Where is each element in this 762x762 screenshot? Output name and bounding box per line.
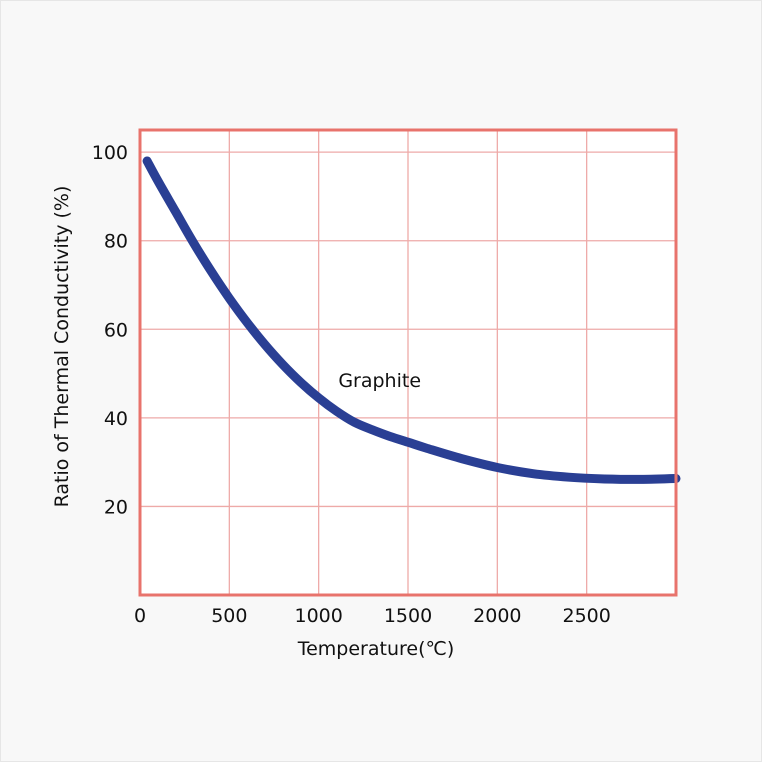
y-tick-label: 60	[104, 319, 128, 341]
y-tick-label: 100	[92, 142, 128, 164]
x-tick-label: 1500	[384, 605, 432, 627]
y-axis-label: Ratio of Thermal Conductivity (%)	[51, 186, 73, 508]
grid	[140, 130, 676, 595]
x-axis-ticks: 0 500 1000 1500 2000 2500	[134, 605, 611, 627]
y-tick-label: 80	[104, 231, 128, 253]
y-tick-label: 20	[104, 496, 128, 518]
plot-frame	[138, 128, 678, 597]
y-tick-label: 40	[104, 408, 128, 430]
series-annotation: Graphite	[338, 370, 421, 392]
x-tick-label: 0	[134, 605, 146, 627]
x-axis-label: Temperature(℃)	[297, 638, 455, 660]
x-tick-label: 2000	[473, 605, 521, 627]
x-tick-label: 1000	[294, 605, 342, 627]
series-layer	[142, 156, 681, 484]
x-tick-label: 500	[211, 605, 247, 627]
y-axis-ticks: 20 40 60 80 100	[92, 142, 128, 518]
x-tick-label: 2500	[562, 605, 610, 627]
annotations: Graphite	[338, 370, 421, 392]
series-line-0	[142, 156, 681, 484]
